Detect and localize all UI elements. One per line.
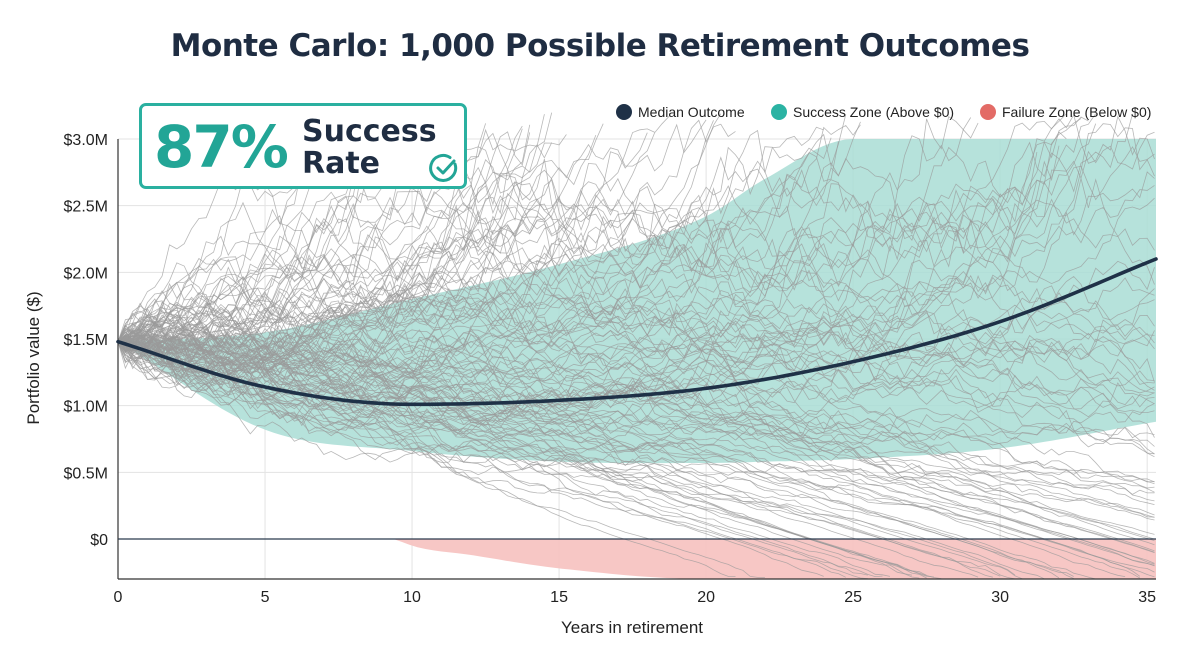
- simulated-path: [117, 116, 979, 418]
- simulated-path: [117, 330, 736, 577]
- simulated-path: [117, 333, 1155, 566]
- x-axis-title: Years in retirement: [561, 618, 703, 637]
- y-tick-label: $1.5M: [64, 332, 108, 349]
- x-tick-label: 10: [403, 589, 421, 606]
- simulated-path: [117, 329, 1155, 423]
- simulated-path: [117, 320, 1155, 395]
- simulated-path: [117, 341, 1155, 455]
- legend-marker: [771, 104, 787, 120]
- simulated-path: [117, 123, 486, 351]
- simulated-path: [117, 152, 420, 346]
- legend-item-success: Success Zone (Above $0): [771, 104, 954, 120]
- simulated-path: [117, 341, 1155, 535]
- x-tick-label: 35: [1138, 589, 1156, 606]
- y-tick-label: $2.5M: [64, 199, 108, 216]
- y-tick-label: $0.5M: [64, 465, 108, 482]
- median-layer: [116, 257, 1158, 407]
- simulated-path: [117, 330, 1155, 395]
- chart-title: Monte Carlo: 1,000 Possible Retirement O…: [170, 28, 1030, 64]
- legend-marker: [616, 104, 632, 120]
- legend-item-failure: Failure Zone (Below $0): [980, 104, 1151, 120]
- success-rate-callout: 87% Success Rate: [139, 103, 467, 189]
- simulated-path: [117, 338, 1155, 442]
- y-tick-label: $1.0M: [64, 399, 108, 416]
- simulated-path: [117, 113, 722, 353]
- simulated-path: [117, 341, 1155, 438]
- y-tick-label: $3.0M: [64, 132, 108, 149]
- simulated-path: [117, 116, 1089, 349]
- simulated-path: [117, 112, 553, 343]
- simulated-path: [117, 336, 1155, 542]
- simulated-path: [117, 114, 545, 354]
- median-line: [116, 257, 1158, 407]
- simulated-path: [117, 274, 1155, 443]
- simulated-path: [117, 115, 670, 343]
- legend-label: Failure Zone (Below $0): [1002, 104, 1151, 120]
- x-tick-label: 20: [697, 589, 715, 606]
- simulated-path: [117, 292, 1155, 373]
- simulated-path: [117, 274, 1155, 421]
- y-axis-title: Portfolio value ($): [24, 291, 43, 424]
- success-rate-value: 87%: [154, 113, 289, 181]
- tick-labels: 0 5 10 15 20 25 30 35 $0 $0.5M $1.0M $1.5M $2.0M $2.5…: [64, 132, 1157, 606]
- x-tick-label: 5: [261, 589, 270, 606]
- simulated-path: [117, 323, 846, 578]
- y-tick-label: $2.0M: [64, 265, 108, 282]
- simulated-path: [117, 143, 391, 343]
- simulated-path: [117, 314, 890, 577]
- simulated-path: [117, 246, 1155, 363]
- failure-zone-area: [353, 539, 1156, 579]
- legend: Median Outcome Success Zone (Above $0) Fai…: [616, 104, 1151, 120]
- legend-label: Median Outcome: [638, 104, 745, 120]
- simulated-path: [117, 319, 1155, 567]
- legend-marker: [980, 104, 996, 120]
- simulated-path: [117, 171, 1155, 344]
- simulated-path: [117, 123, 1097, 364]
- simulated-path: [117, 310, 1155, 415]
- success-rate-label-line1: Success: [302, 114, 437, 149]
- simulated-path: [117, 330, 1155, 493]
- x-tick-label: 15: [550, 589, 568, 606]
- simulated-path: [117, 276, 1155, 502]
- simulated-path: [117, 123, 1155, 357]
- y-tick-label: $0: [90, 532, 108, 549]
- simulated-path: [117, 316, 1074, 577]
- x-tick-label: 0: [114, 589, 123, 606]
- simulated-path: [117, 330, 927, 576]
- x-tick-label: 30: [991, 589, 1009, 606]
- simulated-path: [117, 310, 1155, 489]
- simulated-path: [117, 341, 883, 578]
- check-circle-icon: [429, 154, 458, 182]
- simulated-path: [117, 325, 1155, 505]
- x-tick-label: 25: [844, 589, 862, 606]
- simulated-path: [117, 331, 1141, 577]
- simulated-path: [117, 313, 1023, 580]
- simulated-path: [117, 117, 972, 380]
- simulated-path: [117, 321, 1155, 483]
- simulated-path: [117, 118, 1082, 343]
- simulated-path: [117, 274, 1155, 374]
- axes-layer: [117, 139, 1156, 580]
- simulated-path: [117, 338, 979, 578]
- success-rate-label-line2: Rate: [302, 146, 381, 181]
- simulated-path: [117, 326, 1155, 455]
- simulated-paths: [117, 112, 1155, 580]
- simulated-path: [117, 126, 824, 354]
- legend-item-median: Median Outcome: [616, 104, 745, 120]
- simulated-path: [117, 210, 1155, 383]
- simulated-path: [117, 330, 1155, 516]
- legend-label: Success Zone (Above $0): [793, 104, 954, 120]
- simulated-path: [117, 290, 868, 576]
